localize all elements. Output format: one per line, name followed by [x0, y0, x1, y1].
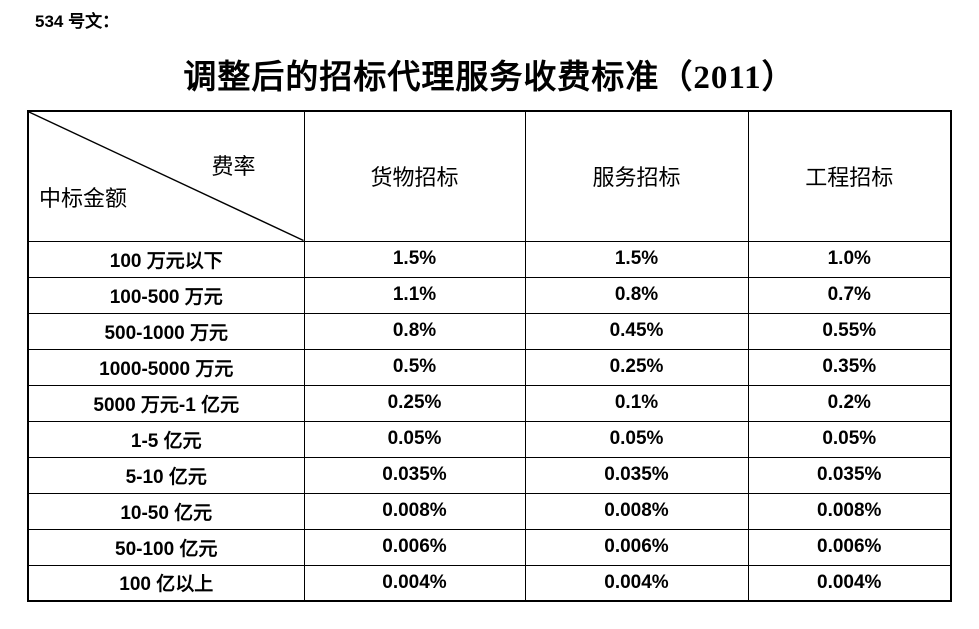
rate-cell: 0.8% — [524, 276, 749, 314]
rate-cell: 0.05% — [747, 420, 952, 458]
rate-cell: 1.0% — [747, 240, 952, 278]
table-row: 10-50 亿元 0.008% 0.008% 0.008% — [27, 492, 952, 530]
page-title: 调整后的招标代理服务收费标准（2011） — [183, 60, 796, 96]
rate-cell: 0.008% — [524, 492, 749, 530]
table-row: 100 亿以上 0.004% 0.004% 0.004% — [27, 564, 952, 602]
row-label: 50-100 亿元 — [27, 528, 305, 566]
table-row: 100-500 万元 1.1% 0.8% 0.7% — [27, 276, 952, 314]
rate-cell: 0.006% — [524, 528, 749, 566]
rate-cell: 1.5% — [524, 240, 749, 278]
rate-cell: 0.004% — [303, 564, 526, 602]
row-label: 100 亿以上 — [27, 564, 305, 602]
rate-cell: 0.25% — [524, 348, 749, 386]
table-row: 100 万元以下 1.5% 1.5% 1.0% — [27, 240, 952, 278]
rate-cell: 1.5% — [303, 240, 526, 278]
rate-cell: 0.035% — [524, 456, 749, 494]
corner-label-rate: 费率 — [211, 154, 256, 179]
row-label: 5-10 亿元 — [27, 456, 305, 494]
table-row: 1-5 亿元 0.05% 0.05% 0.05% — [27, 420, 952, 458]
row-label: 10-50 亿元 — [27, 492, 305, 530]
diagonal-corner-cell: 费率 中标金额 — [27, 110, 305, 242]
rate-cell: 0.004% — [747, 564, 952, 602]
rate-cell: 0.55% — [747, 312, 952, 350]
table-row: 50-100 亿元 0.006% 0.006% 0.006% — [27, 528, 952, 566]
rate-cell: 0.006% — [747, 528, 952, 566]
rate-cell: 0.035% — [747, 456, 952, 494]
column-header-engineering: 工程招标 — [747, 110, 952, 242]
rate-cell: 0.45% — [524, 312, 749, 350]
rate-cell: 0.8% — [303, 312, 526, 350]
rate-cell: 0.35% — [747, 348, 952, 386]
rate-cell: 0.7% — [747, 276, 952, 314]
rate-cell: 0.035% — [303, 456, 526, 494]
rate-cell: 0.008% — [303, 492, 526, 530]
column-header-goods: 货物招标 — [303, 110, 526, 242]
rate-cell: 0.5% — [303, 348, 526, 386]
row-label: 1000-5000 万元 — [27, 348, 305, 386]
corner-label-bid-amount: 中标金额 — [39, 185, 128, 211]
table-row: 500-1000 万元 0.8% 0.45% 0.55% — [27, 312, 952, 350]
row-label: 100-500 万元 — [27, 276, 305, 314]
column-header-services: 服务招标 — [524, 110, 749, 242]
rate-cell: 0.05% — [303, 420, 526, 458]
rate-cell: 0.006% — [303, 528, 526, 566]
rate-cell: 1.1% — [303, 276, 526, 314]
table-row: 5-10 亿元 0.035% 0.035% 0.035% — [27, 456, 952, 494]
rate-cell: 0.05% — [524, 420, 749, 458]
row-label: 100 万元以下 — [27, 240, 305, 278]
fee-standard-table: 费率 中标金额 货物招标 服务招标 工程招标 100 万元以下 1.5% 1.5… — [27, 110, 952, 602]
table-row: 1000-5000 万元 0.5% 0.25% 0.35% — [27, 348, 952, 386]
diagonal-line — [29, 112, 304, 241]
doc-number-label: 534 号文： — [35, 12, 120, 31]
rate-cell: 0.2% — [747, 384, 952, 422]
rate-cell: 0.008% — [747, 492, 952, 530]
rate-cell: 0.1% — [524, 384, 749, 422]
rate-cell: 0.25% — [303, 384, 526, 422]
table-row: 5000 万元-1 亿元 0.25% 0.1% 0.2% — [27, 384, 952, 422]
table-header-row: 费率 中标金额 货物招标 服务招标 工程招标 — [27, 110, 952, 242]
row-label: 1-5 亿元 — [27, 420, 305, 458]
row-label: 5000 万元-1 亿元 — [27, 384, 305, 422]
rate-cell: 0.004% — [524, 564, 749, 602]
row-label: 500-1000 万元 — [27, 312, 305, 350]
